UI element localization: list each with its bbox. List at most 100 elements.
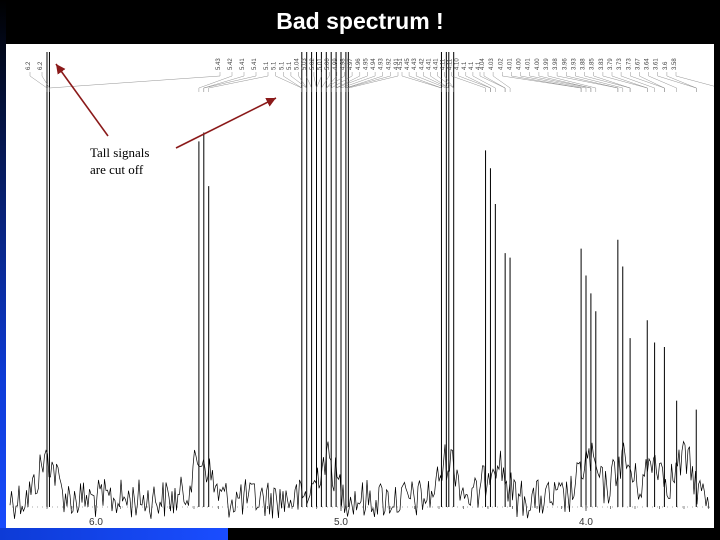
- peak-label: 5.01: [318, 58, 324, 70]
- x-tick-label: 6.0: [89, 517, 103, 528]
- peak-label: 4.03: [489, 58, 495, 70]
- arrow-to-tall-signals-right: [175, 97, 277, 149]
- peak-label-connector: [620, 72, 655, 92]
- peak-label: 4.1: [462, 61, 468, 70]
- peak-label: 4.01: [507, 58, 513, 70]
- peak-label: 5.02: [310, 58, 316, 70]
- peak-label-connector: [657, 72, 697, 92]
- peak-label-connector: [340, 72, 376, 92]
- nmr-spectrum-chart: 6.0 5.0 4.06.2 6.2 5.43 5.42 5.41 5.41 5.1 5.1 5.1…: [9, 52, 714, 528]
- peak-label: 4.01: [526, 58, 532, 70]
- peak-label: 4.91: [394, 58, 400, 70]
- peak-label-connector: [547, 72, 596, 92]
- peak-label: 4.98: [341, 58, 347, 70]
- peak-label: 3.99: [544, 58, 550, 70]
- peak-label: 3.6: [663, 61, 669, 70]
- peak-label: 5.1: [272, 61, 278, 70]
- peak-label: 3.93: [571, 58, 577, 70]
- spectrum-panel: 6.0 5.0 4.0 6.2 6.2 5.43 5.42 5.41 5.41 5.1 5.1 5.1…: [6, 44, 714, 528]
- peak-label: 5.42: [228, 58, 234, 70]
- peak-label-connector: [538, 72, 592, 92]
- peak-label-connector: [593, 72, 631, 92]
- x-tick-label: 4.0: [579, 517, 593, 528]
- peak-label: 3.88: [581, 58, 587, 70]
- left-accent-bar: [0, 0, 6, 540]
- peak-label: 3.67: [635, 58, 641, 70]
- peak-label-connector: [639, 72, 665, 92]
- peak-label-connector: [29, 72, 48, 92]
- peak-label: 4.00: [535, 58, 541, 70]
- peak-label: 4.99: [333, 58, 339, 70]
- peak-label: 4.94: [371, 58, 377, 70]
- peak-label: 3.73: [626, 58, 632, 70]
- peak-label: 4.04: [480, 58, 486, 70]
- peak-label: 3.83: [599, 58, 605, 70]
- peak-label: 5.04: [295, 58, 301, 70]
- peak-label-connector: [566, 72, 619, 92]
- peak-label-connector: [208, 72, 269, 92]
- peak-label-connector: [451, 72, 486, 92]
- peak-label-connector: [444, 72, 454, 92]
- peak-label-connector: [345, 72, 391, 92]
- peak-label: 4.42: [419, 58, 425, 70]
- peak-label-connector: [49, 72, 221, 92]
- peak-label: 3.73: [617, 58, 623, 70]
- peak-label: 4.51: [398, 58, 404, 70]
- peak-label-connector: [465, 72, 491, 92]
- peak-label: 6.2: [38, 61, 44, 70]
- peak-label: 5.41: [252, 58, 258, 70]
- peak-label-connector: [416, 72, 447, 92]
- peak-label: 4.41: [434, 58, 440, 70]
- peak-label: 4.00: [517, 58, 523, 70]
- peak-label-connector: [331, 72, 353, 92]
- peak-label-connector: [316, 72, 322, 92]
- peak-label-connector: [326, 72, 345, 92]
- peak-label: 3.58: [672, 58, 678, 70]
- peak-label: 6.2: [26, 61, 32, 70]
- peak-label: 3.61: [654, 58, 660, 70]
- peak-label-connector: [611, 72, 648, 92]
- x-tick-label: 5.0: [334, 517, 348, 528]
- peak-label: 4.92: [386, 58, 392, 70]
- peak-label: 4.97: [348, 58, 354, 70]
- peak-label-connector: [575, 72, 623, 92]
- peak-label: 5.03: [302, 58, 308, 70]
- peak-label: 4.95: [363, 58, 369, 70]
- spectrum-trace: [9, 440, 710, 519]
- peak-label: 4.02: [498, 58, 504, 70]
- peak-label-connector: [430, 72, 449, 92]
- peak-label: 4.41: [426, 58, 432, 70]
- peak-label-connector: [458, 72, 491, 92]
- peak-label-connector: [198, 72, 233, 92]
- peak-label-connector: [283, 72, 302, 92]
- slide-title: Bad spectrum !: [276, 8, 444, 34]
- peak-label: 4.1: [476, 61, 482, 70]
- peak-label-connector: [306, 72, 312, 92]
- peak-label-connector: [666, 72, 697, 92]
- peak-label-connector: [502, 72, 582, 92]
- peak-label: 3.64: [645, 58, 651, 70]
- peak-label-connector: [511, 72, 582, 92]
- peak-label-connector: [492, 72, 511, 92]
- peak-label: 4.43: [412, 58, 418, 70]
- peak-label: 3.98: [553, 58, 559, 70]
- peak-label: 5.43: [216, 58, 222, 70]
- peak-label: 5.41: [240, 58, 246, 70]
- peak-label-connector: [41, 72, 50, 92]
- peak-label: 3.79: [608, 58, 614, 70]
- peak-label: 4.96: [356, 58, 362, 70]
- peak-label-connector: [298, 72, 307, 92]
- peak-label: 5.00: [325, 58, 331, 70]
- peak-label-connector: [348, 72, 399, 92]
- peak-label-connector: [321, 72, 330, 92]
- peak-label-connector: [648, 72, 677, 92]
- peak-label: 4.93: [379, 58, 385, 70]
- peak-label: 3.96: [562, 58, 568, 70]
- peak-label-connector: [602, 72, 648, 92]
- peak-label: 4.10: [455, 58, 461, 70]
- peak-label: 3.85: [590, 58, 596, 70]
- peak-label-connector: [335, 72, 368, 92]
- peak-label: 5.1: [264, 61, 270, 70]
- peak-label: 5.1: [279, 61, 285, 70]
- peak-label: 5.1: [287, 61, 293, 70]
